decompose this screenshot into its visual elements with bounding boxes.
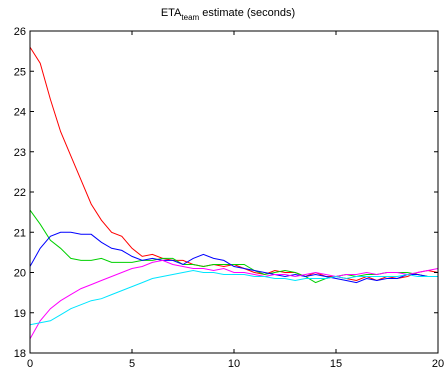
chart-title-suffix: estimate (seconds) xyxy=(199,7,295,19)
chart-title-main: ETA xyxy=(161,7,182,19)
series-line-1 xyxy=(29,46,439,282)
x-tick-label: 0 xyxy=(27,358,33,370)
series-line-5 xyxy=(29,269,438,326)
x-tick-label: 5 xyxy=(129,358,135,370)
series-line-4 xyxy=(29,259,439,340)
y-tick-label: 25 xyxy=(14,66,26,78)
chart-title-subscript: team xyxy=(181,13,199,22)
ticks-layer: 0 5 10 15 20 18 19 20 21 22 23 24 25 26 xyxy=(14,26,444,370)
y-tick-label: 22 xyxy=(14,187,26,199)
x-tick-label: 15 xyxy=(330,358,342,370)
y-tick-label: 26 xyxy=(14,26,26,38)
series-layer xyxy=(29,46,439,340)
y-tick-label: 24 xyxy=(14,107,26,119)
y-tick-label: 21 xyxy=(14,227,26,239)
y-tick-label: 23 xyxy=(14,147,26,159)
y-tick-label: 18 xyxy=(14,348,26,360)
series-line-3 xyxy=(29,231,438,284)
y-tick-label: 20 xyxy=(14,268,26,280)
x-tick-label: 20 xyxy=(432,358,444,370)
x-tick-label: 10 xyxy=(228,358,240,370)
plot-frame xyxy=(29,30,439,354)
y-tick-label: 19 xyxy=(14,308,26,320)
chart-title: ETAteam estimate (seconds) xyxy=(161,7,295,22)
series-line-2 xyxy=(29,209,438,284)
